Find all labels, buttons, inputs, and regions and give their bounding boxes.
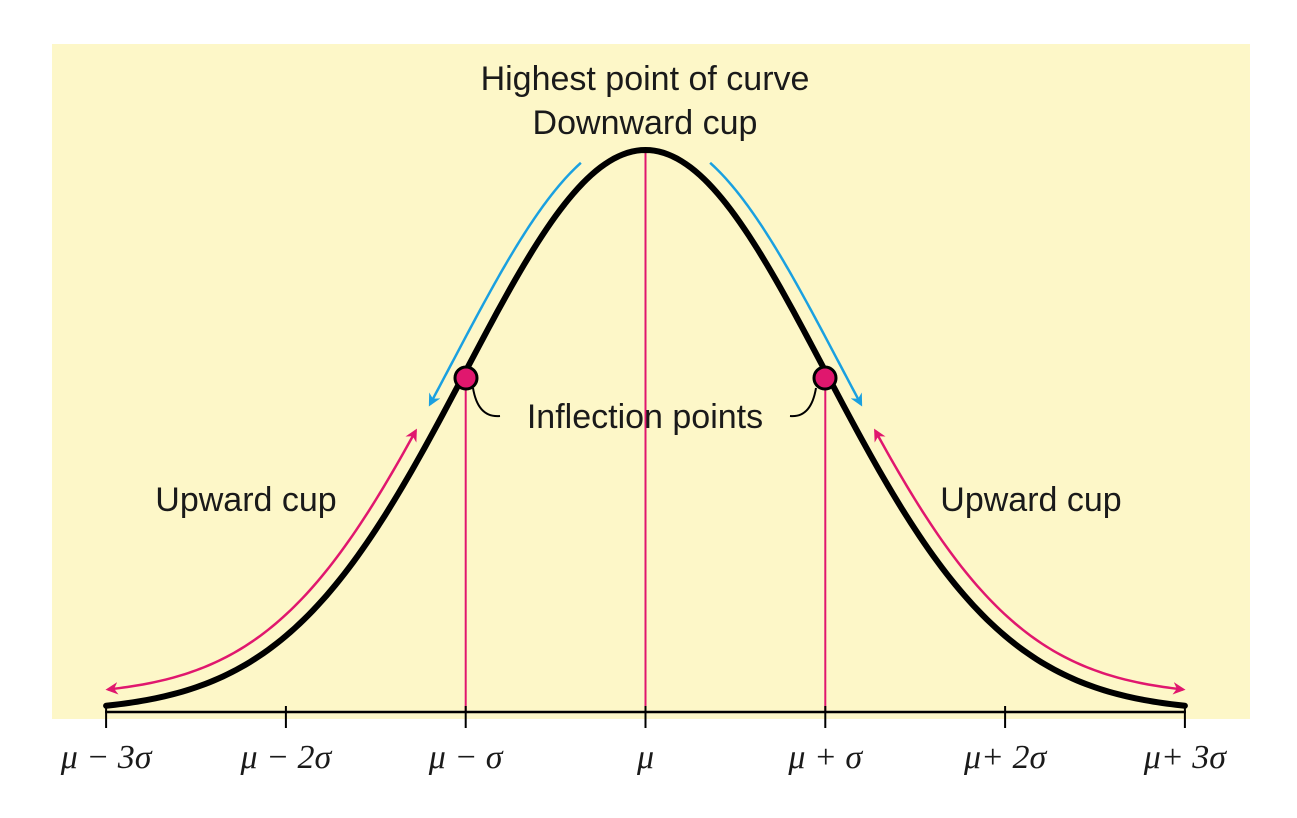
upward-cup-label-left: Upward cup bbox=[155, 481, 336, 519]
upward-cup-arrow-right bbox=[874, 428, 1186, 695]
x-tick-label: μ − 3σ bbox=[60, 739, 153, 776]
upward-cup-arrow-left bbox=[105, 428, 417, 695]
bell-curve bbox=[103, 146, 1188, 709]
downward-cup-arrow-left bbox=[428, 161, 582, 407]
inflection-leader-right bbox=[789, 387, 817, 418]
inflection-leader-left bbox=[472, 387, 501, 418]
title-highest-point: Highest point of curve bbox=[481, 60, 810, 98]
guide-lines bbox=[464, 150, 827, 712]
inflection-points-label: Inflection points bbox=[527, 398, 763, 436]
x-axis-tick-labels: μ − 3σ μ − 2σ μ − σ μ μ + σ μ+ 2σ μ+ 3σ bbox=[60, 739, 1228, 776]
upward-cup-label-right: Upward cup bbox=[940, 481, 1121, 519]
title-downward-cup: Downward cup bbox=[533, 104, 758, 142]
x-tick-label: μ+ 2σ bbox=[963, 739, 1048, 776]
x-tick-label: μ − σ bbox=[428, 739, 504, 776]
downward-cup-arrow-right bbox=[709, 161, 863, 407]
x-tick-label: μ bbox=[636, 739, 654, 776]
inflection-point-right bbox=[812, 365, 838, 391]
x-tick-label: μ+ 3σ bbox=[1143, 739, 1228, 776]
x-tick-label: μ − 2σ bbox=[240, 739, 333, 776]
inflection-point-left bbox=[453, 365, 479, 391]
chart-background bbox=[52, 44, 1250, 719]
x-axis-ticks bbox=[105, 706, 1186, 728]
x-tick-label: μ + σ bbox=[787, 739, 863, 776]
